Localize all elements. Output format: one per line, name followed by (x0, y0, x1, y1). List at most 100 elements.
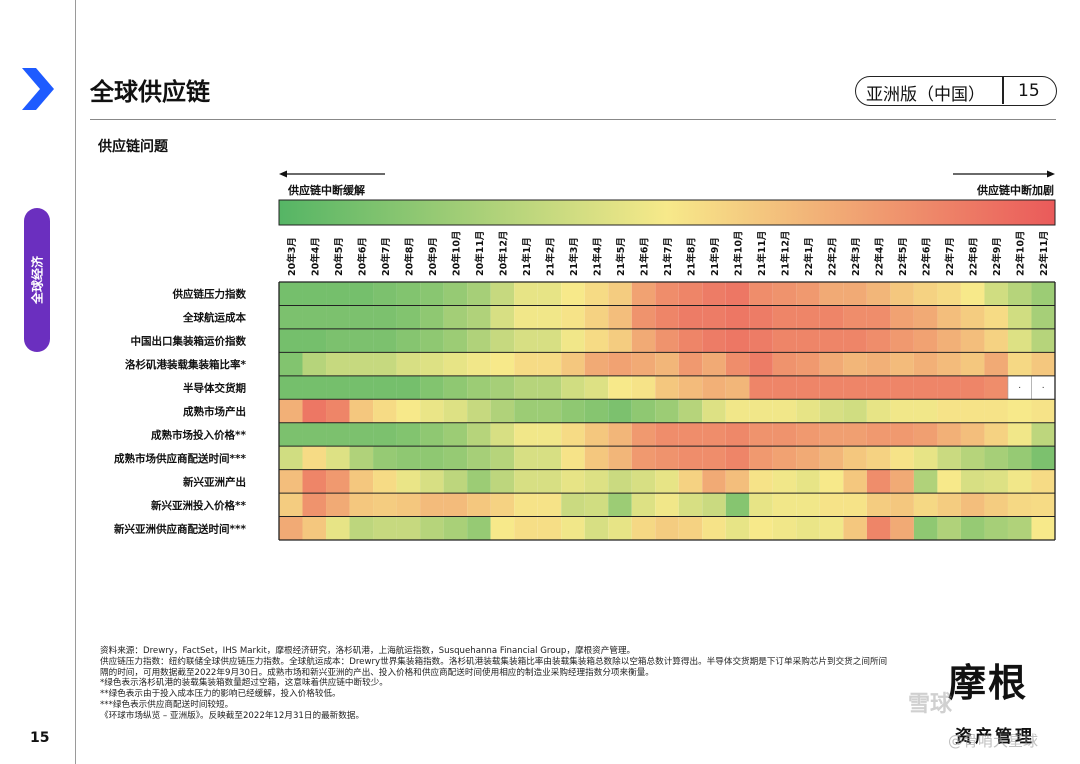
row-label: 成熟市场供应商配送时间*** (114, 452, 246, 465)
heatmap-cell (373, 493, 397, 517)
brand-logo-sub: 资产管理 (955, 727, 1035, 747)
heatmap-cell (561, 399, 585, 423)
heatmap-cell (326, 375, 350, 400)
heatmap-cell (843, 446, 867, 470)
heatmap-cell (749, 352, 773, 376)
heatmap-cell (937, 516, 961, 540)
heatmap-cell (772, 399, 797, 423)
heatmap-cell (796, 328, 820, 353)
heatmap-cell (373, 469, 397, 494)
heatmap-cell (349, 328, 374, 353)
heatmap-cell (608, 305, 632, 329)
heatmap-cell (443, 328, 468, 353)
heatmap-cell (608, 469, 632, 494)
heatmap-cell (396, 352, 421, 376)
heatmap-cell (984, 399, 1008, 423)
heatmap-cell (537, 422, 562, 447)
heatmap-cell (866, 493, 891, 517)
heatmap-cell (443, 493, 468, 517)
heatmap-cell (561, 469, 585, 494)
heatmap-cell (537, 305, 562, 329)
heatmap-cell (749, 282, 773, 306)
heatmap-cell (279, 352, 303, 376)
row-label: 洛杉矶港装载集装箱比率* (125, 358, 246, 371)
heatmap-cell (631, 422, 656, 447)
heatmap-cell (890, 352, 914, 376)
watermark-sub: @骨哨大星球 (948, 732, 1039, 750)
heatmap-cell (631, 469, 656, 494)
edition-label: 亚洲版（中国） (866, 85, 985, 105)
heatmap-cell (678, 446, 703, 470)
footnote-input-price: **绿色表示由于投入成本压力的影响已经缓解，投入价格较低。 (100, 689, 341, 700)
heatmap-cell (749, 516, 773, 540)
heatmap-cell (890, 493, 914, 517)
heatmap-cell (490, 282, 515, 306)
heatmap-cell (725, 282, 750, 306)
heatmap-cell (843, 375, 867, 400)
heatmap-cell (749, 328, 773, 353)
heatmap-cell (420, 375, 444, 400)
heatmap-cell (866, 446, 891, 470)
heatmap-cell (420, 399, 444, 423)
heatmap-cell (490, 352, 515, 376)
heatmap-cell (1031, 516, 1055, 540)
heatmap-cell (561, 422, 585, 447)
heatmap-cell (490, 305, 515, 329)
heatmap-cell (702, 493, 726, 517)
heatmap-cell (796, 493, 820, 517)
heatmap-cell (631, 493, 656, 517)
heatmap-cell (631, 399, 656, 423)
heatmap-cell (749, 493, 773, 517)
heatmap-cell (279, 469, 303, 494)
heatmap-cell (490, 469, 515, 494)
column-label: 21年7月 (662, 237, 674, 276)
heatmap-cell (866, 516, 891, 540)
heatmap-cell (443, 282, 468, 306)
heatmap-cell (349, 352, 374, 376)
row-label: 供应链压力指数 (172, 288, 247, 301)
heatmap-cell (678, 516, 703, 540)
heatmap-cell (514, 469, 538, 494)
heatmap-cell (467, 352, 491, 376)
heatmap-cell (396, 282, 421, 306)
heatmap-cell (490, 375, 515, 400)
footnote-source: 资料来源：Drewry，FactSet，IHS Markit，摩根经济研究，洛杉… (100, 646, 636, 656)
section-title: 供应链问题 (98, 139, 168, 155)
heatmap-cell (514, 282, 538, 306)
column-label: 20年7月 (380, 237, 392, 276)
heatmap-cell (866, 328, 891, 353)
heatmap-cell (537, 282, 562, 306)
column-label: 20年10月 (450, 231, 462, 276)
heatmap-cell (349, 282, 374, 306)
heatmap-cell (514, 375, 538, 400)
heatmap-cell (1007, 399, 1032, 423)
heatmap-cell (420, 446, 444, 470)
heatmap-cell (373, 328, 397, 353)
section-side-tab[interactable]: 全球经济 (24, 208, 50, 352)
heatmap-cell (349, 469, 374, 494)
heatmap-cell (960, 493, 985, 517)
heatmap-cell (349, 399, 374, 423)
heatmap-cell (866, 422, 891, 447)
heatmap-cell (843, 352, 867, 376)
row-label: 中国出口集装箱运价指数 (131, 335, 247, 348)
heatmap-cell (725, 352, 750, 376)
heatmap-cell (655, 422, 679, 447)
heatmap-cell (725, 375, 750, 400)
heatmap-cell (1031, 399, 1055, 423)
heatmap-cell (349, 516, 374, 540)
heatmap-cell (819, 493, 844, 517)
heatmap-cell (514, 399, 538, 423)
heatmap-cell (796, 375, 820, 400)
column-label: 20年9月 (427, 237, 439, 276)
heatmap-cell (514, 516, 538, 540)
heatmap-cell (514, 422, 538, 447)
arrow-right-head (1047, 170, 1055, 178)
heatmap-cell (537, 375, 562, 400)
heatmap-cell (1031, 328, 1055, 353)
heatmap-cell (843, 493, 867, 517)
column-label: 22年4月 (874, 237, 886, 276)
column-label: 20年11月 (474, 231, 486, 276)
heatmap-cell (913, 352, 938, 376)
heatmap-cell (913, 305, 938, 329)
